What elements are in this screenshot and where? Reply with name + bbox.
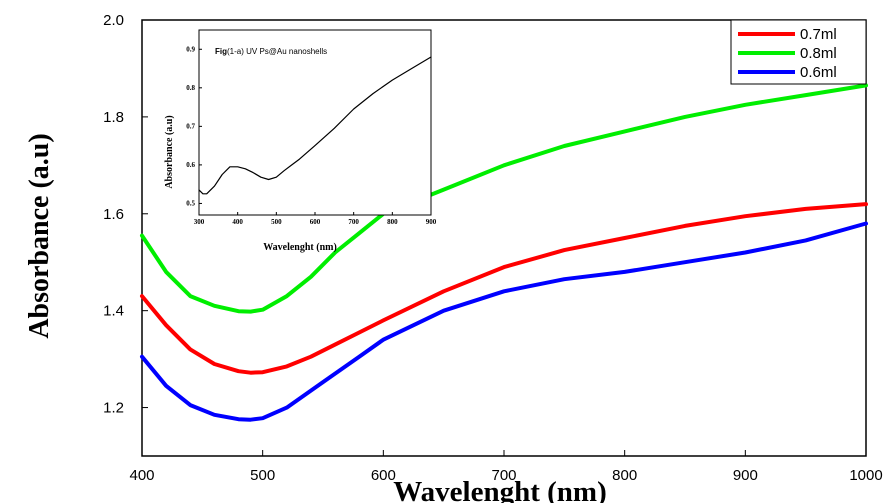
legend-label: 0.8ml	[800, 45, 837, 62]
series-line-0.8ml	[140, 83, 868, 314]
inset-chart: 300 400 500 600 700 800 900 0.5 0.6 0.7 0.8 0.9 Fi…	[164, 29, 437, 253]
inset-title: Fig(1-a) UV Ps@Au nanoshells	[215, 47, 327, 56]
y-tick-label: 0.8	[186, 84, 195, 92]
x-tick-label: 800	[612, 467, 637, 484]
x-tick-label: 600	[310, 218, 321, 226]
x-tick-label: 800	[387, 218, 398, 226]
x-tick-label: 700	[491, 467, 516, 484]
x-axis-title: Wavelenght (nm)	[393, 476, 606, 503]
legend: 0.7ml 0.8ml 0.6ml	[730, 19, 867, 85]
inset-frame	[198, 29, 432, 216]
inset-y-axis: 0.5 0.6 0.7 0.8 0.9	[186, 45, 202, 207]
series-line-0.7ml	[140, 202, 868, 375]
x-axis: 400 500 600 700 800 900 1000	[129, 450, 883, 484]
inset-title-bold: Fig	[215, 47, 227, 56]
x-tick-label: 500	[271, 218, 282, 226]
x-tick-label: 700	[348, 218, 359, 226]
x-tick-label: 600	[371, 467, 396, 484]
y-tick-label: 1.4	[103, 303, 124, 320]
series-group	[140, 83, 868, 422]
x-tick-label: 300	[194, 218, 205, 226]
legend-label: 0.6ml	[800, 64, 837, 81]
y-tick-label: 0.5	[186, 199, 195, 207]
y-tick-label: 2.0	[103, 12, 124, 29]
inset-x-axis-title: Wavelenght (nm)	[263, 242, 337, 253]
y-tick-label: 1.8	[103, 109, 124, 126]
y-tick-label: 1.6	[103, 206, 124, 223]
inset-x-axis: 300 400 500 600 700 800 900	[194, 212, 437, 226]
y-axis-title: Absorbance (a.u)	[24, 133, 55, 338]
y-tick-label: 0.7	[186, 122, 195, 130]
x-tick-label: 400	[129, 467, 154, 484]
inset-y-axis-title: Absorbance (a.u)	[164, 115, 175, 188]
y-tick-label: 0.9	[186, 45, 195, 53]
series-line-0.6ml	[140, 221, 868, 422]
x-tick-label: 400	[232, 218, 243, 226]
y-tick-label: 1.2	[103, 400, 124, 417]
y-axis: 1.2 1.4 1.6 1.8 2.0	[103, 12, 148, 417]
inset-title-rest: (1-a) UV Ps@Au nanoshells	[227, 47, 327, 56]
x-tick-label: 1000	[849, 467, 882, 484]
y-tick-label: 0.6	[186, 161, 195, 169]
inset-series-group	[198, 56, 432, 195]
inset-series-line-0	[198, 56, 432, 195]
x-tick-label: 500	[250, 467, 275, 484]
legend-label: 0.7ml	[800, 26, 837, 43]
x-tick-label: 900	[733, 467, 758, 484]
x-tick-label: 900	[426, 218, 437, 226]
